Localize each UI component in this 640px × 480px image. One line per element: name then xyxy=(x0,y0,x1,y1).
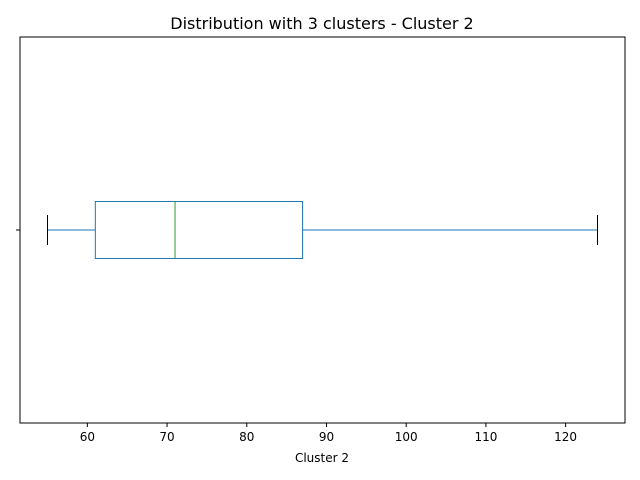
x-tick-label: 90 xyxy=(319,430,334,444)
x-axis: 60 70 80 90 100 110 120 xyxy=(80,423,577,444)
x-tick-label: 100 xyxy=(395,430,418,444)
x-tick-label: 70 xyxy=(159,430,174,444)
x-tick-label: 120 xyxy=(554,430,577,444)
chart-title: Distribution with 3 clusters - Cluster 2 xyxy=(170,14,473,33)
iqr-box xyxy=(94,201,304,259)
x-tick-label: 80 xyxy=(239,430,254,444)
x-tick-label: 110 xyxy=(474,430,497,444)
x-tick-label: 60 xyxy=(80,430,95,444)
box-series xyxy=(47,201,598,259)
x-axis-label: Cluster 2 xyxy=(295,451,349,465)
